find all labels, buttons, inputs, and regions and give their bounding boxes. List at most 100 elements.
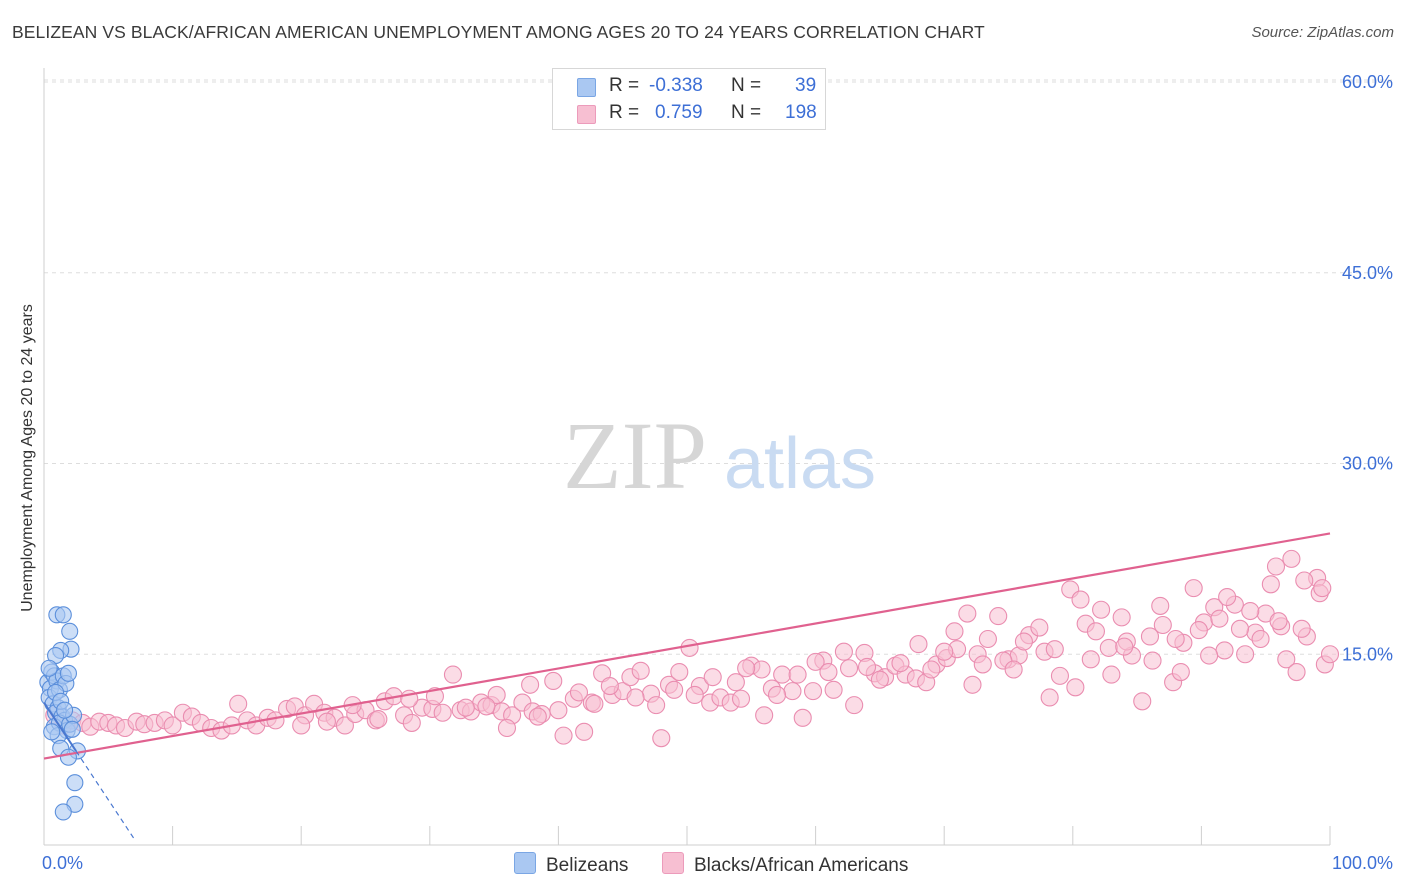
data-point-blacks	[1099, 638, 1118, 657]
data-point-blacks	[1014, 632, 1033, 651]
tick-labels: 15.0% 30.0% 45.0% 60.0% 0.0% 100.0%	[42, 72, 1393, 873]
legend-swatch-pink	[577, 105, 596, 124]
data-point-blacks	[685, 685, 704, 704]
data-point-blacks	[922, 660, 941, 679]
data-point-blacks	[1166, 629, 1185, 649]
data-point-blacks	[857, 657, 877, 677]
data-point-blacks	[665, 680, 684, 699]
legend-r-label: R =	[609, 75, 640, 96]
data-point-blacks	[585, 694, 604, 713]
data-point-blacks	[1171, 663, 1190, 682]
data-point-blacks	[680, 638, 699, 657]
data-point-belizeans	[59, 748, 77, 766]
data-point-blacks	[973, 655, 992, 674]
data-point-blacks	[1210, 609, 1229, 628]
data-point-blacks	[1230, 619, 1250, 638]
bottom-legend-swatch-pink	[662, 852, 684, 874]
data-point-blacks	[788, 665, 807, 684]
bottom-legend-belizeans[interactable]: Belizeans	[514, 852, 628, 877]
bottom-legend-swatch-blue	[514, 852, 536, 874]
data-point-blacks	[773, 665, 792, 684]
data-point-blacks	[1320, 645, 1340, 664]
data-point-blacks	[1266, 557, 1286, 576]
trend-line-belizeans	[43, 702, 77, 752]
data-point-blacks	[229, 694, 248, 713]
data-point-blacks	[783, 682, 802, 701]
grid-lines	[44, 79, 1395, 655]
data-point-belizeans	[66, 774, 84, 792]
data-point-blacks	[1143, 651, 1162, 670]
legend-n-value: 39	[795, 75, 817, 96]
data-point-blacks	[1066, 678, 1085, 697]
data-point-blacks	[1218, 587, 1237, 607]
watermark-atlas: atlas	[724, 424, 876, 504]
data-point-blacks	[1241, 601, 1260, 621]
data-point-belizeans	[61, 622, 79, 640]
data-point-blacks	[1140, 627, 1160, 646]
data-point-blacks	[670, 663, 689, 682]
data-point-blacks	[1112, 608, 1131, 627]
data-point-blacks	[726, 673, 745, 692]
data-point-blacks	[752, 660, 771, 679]
y-tick-label: 15.0%	[1342, 644, 1393, 664]
bottom-legend-label: Belizeans	[546, 855, 629, 876]
data-point-blacks	[1004, 660, 1023, 679]
bottom-legend-blacks[interactable]: Blacks/African Americans	[662, 852, 908, 877]
data-point-blacks	[737, 659, 756, 678]
y-tick-label: 60.0%	[1342, 72, 1393, 92]
legend-n-label: N =	[731, 75, 762, 96]
data-point-blacks	[845, 696, 864, 715]
data-point-blacks	[600, 676, 619, 696]
x-tick-label: 100.0%	[1332, 853, 1393, 873]
data-point-blacks	[443, 665, 462, 684]
bottom-legend-label: Blacks/African Americans	[694, 855, 909, 876]
legend-n-label: N =	[731, 102, 762, 123]
data-point-blacks	[433, 703, 452, 722]
y-tick-label: 30.0%	[1342, 454, 1393, 474]
data-point-blacks	[806, 652, 825, 671]
legend-r-value: 0.759	[655, 102, 703, 123]
data-point-blacks	[819, 663, 838, 682]
data-point-blacks	[1086, 622, 1105, 641]
trend-line-blacks	[43, 532, 1331, 760]
data-point-blacks	[1269, 612, 1288, 631]
data-point-blacks	[521, 675, 540, 694]
data-point-blacks	[1277, 650, 1296, 669]
data-point-blacks	[1092, 600, 1111, 619]
data-point-blacks	[1313, 579, 1332, 598]
data-point-blacks	[824, 680, 843, 699]
data-point-belizeans	[63, 720, 81, 738]
data-point-belizeans	[59, 664, 77, 682]
data-point-belizeans	[54, 803, 72, 821]
data-point-blacks	[1236, 645, 1255, 664]
data-point-blacks	[1200, 646, 1219, 665]
legend-swatch-blue	[577, 78, 596, 97]
data-point-belizeans	[43, 723, 61, 741]
data-point-blacks	[978, 629, 997, 649]
data-point-blacks	[958, 604, 977, 623]
data-point-blacks	[963, 675, 982, 694]
data-point-blacks	[569, 683, 589, 702]
data-point-blacks	[477, 697, 496, 716]
data-point-belizeans	[54, 606, 72, 624]
data-point-blacks	[870, 670, 889, 689]
data-point-blacks	[1115, 637, 1134, 656]
correlation-legend: R = -0.338 N = 39 R = 0.759 N = 198	[552, 68, 826, 130]
data-point-blacks	[731, 689, 751, 708]
y-tick-label: 45.0%	[1342, 263, 1393, 283]
data-point-blacks	[487, 685, 506, 704]
watermark-zip: ZIP	[563, 402, 707, 509]
data-point-blacks	[549, 701, 568, 720]
x-tick-label: 0.0%	[42, 853, 83, 873]
data-point-blacks	[317, 712, 336, 731]
legend-r-label: R =	[609, 102, 640, 123]
data-point-blacks	[528, 707, 547, 726]
data-point-blacks	[945, 622, 964, 641]
data-point-blacks	[497, 718, 517, 738]
data-point-blacks	[1184, 579, 1203, 598]
data-point-blacks	[1251, 629, 1270, 649]
data-point-blacks	[647, 696, 666, 715]
data-point-blacks	[1030, 618, 1049, 637]
legend-n-value: 198	[785, 102, 817, 123]
